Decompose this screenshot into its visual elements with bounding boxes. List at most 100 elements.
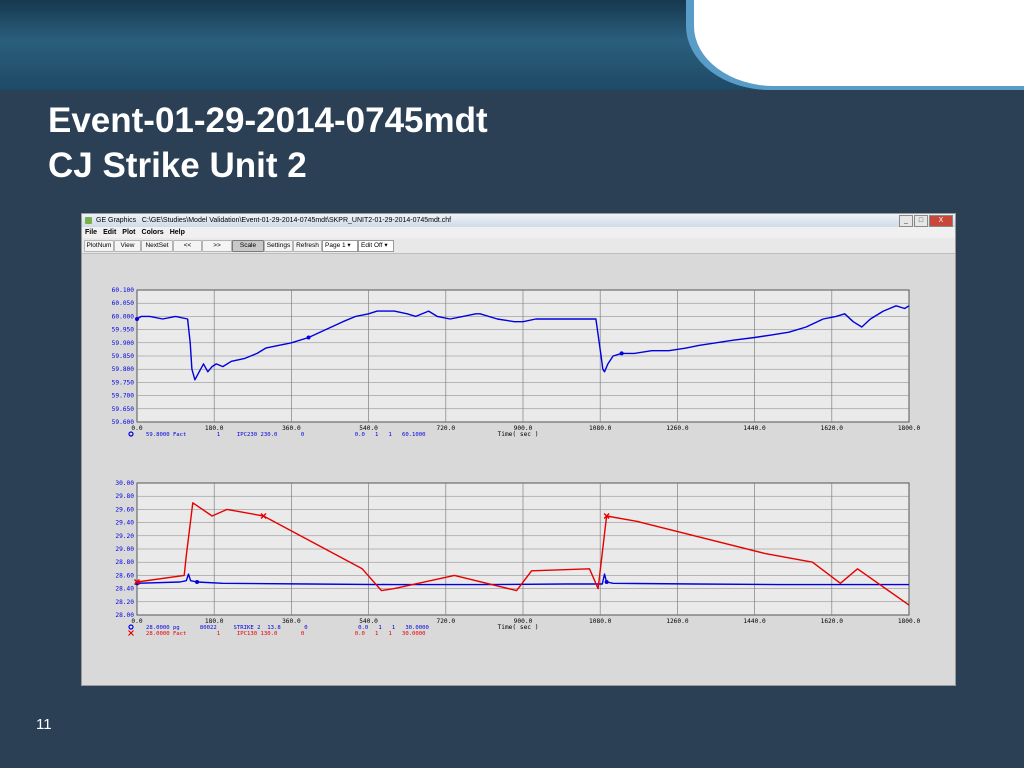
x-tick-label: 1800.0 <box>898 425 921 432</box>
legend-marker <box>128 630 134 636</box>
menu-plot[interactable]: Plot <box>122 229 136 236</box>
x-tick-label: 0.0 <box>131 618 142 625</box>
menu-colors[interactable]: Colors <box>141 229 164 236</box>
header-white-panel <box>694 0 1024 86</box>
y-tick-label: 60.100 <box>112 287 135 294</box>
y-tick-label: 59.600 <box>112 419 135 426</box>
x-tick-label: 1260.0 <box>666 618 689 625</box>
edit-select-value: Edit Off <box>361 242 383 249</box>
data-point <box>135 317 139 322</box>
y-tick-label: 28.40 <box>115 586 134 593</box>
x-tick-label: 1080.0 <box>589 618 612 625</box>
menu-help[interactable]: Help <box>169 229 185 236</box>
y-tick-label: 29.20 <box>115 533 134 540</box>
y-tick-label: 28.20 <box>115 599 134 606</box>
minimize-button[interactable]: _ <box>899 215 913 227</box>
x-tick-label: 180.0 <box>205 618 224 625</box>
series-line <box>136 305 910 381</box>
y-tick-label: 29.00 <box>115 546 134 553</box>
x-tick-label: 1620.0 <box>821 425 844 432</box>
plotnum-button[interactable]: PlotNum <box>84 240 114 252</box>
x-tick-label: 1800.0 <box>898 618 921 625</box>
window-title: GE Graphics C:\GE\Studies\Model Validati… <box>96 214 451 227</box>
x-tick-label: 1440.0 <box>743 425 766 432</box>
x-tick-label: 720.0 <box>436 618 455 625</box>
x-tick-label: 900.0 <box>514 618 533 625</box>
x-tick-label: 900.0 <box>514 425 533 432</box>
y-tick-label: 59.900 <box>112 340 135 347</box>
previous-button[interactable]: << <box>173 240 202 252</box>
maximize-button[interactable]: □ <box>914 215 928 227</box>
x-tick-label: 1620.0 <box>821 618 844 625</box>
x-tick-label: 1080.0 <box>589 425 612 432</box>
data-point <box>195 580 200 584</box>
window-titlebar[interactable]: GE Graphics C:\GE\Studies\Model Validati… <box>82 214 955 227</box>
data-point <box>604 580 609 584</box>
page-number: 11 <box>36 716 52 733</box>
data-point <box>260 513 267 519</box>
y-tick-label: 60.050 <box>112 300 135 307</box>
y-tick-label: 29.60 <box>115 506 134 513</box>
refresh-button[interactable]: Refresh <box>293 240 322 252</box>
x-tick-label: 1440.0 <box>743 618 766 625</box>
toolbar: PlotNum View NextSet << >> Scale Setting… <box>82 238 955 254</box>
x-tick-label: 360.0 <box>282 618 301 625</box>
x-tick-label: 720.0 <box>436 425 455 432</box>
x-axis-label: Time( sec ) <box>498 624 539 631</box>
data-point <box>619 351 624 356</box>
y-tick-label: 60.000 <box>112 313 135 320</box>
view-button[interactable]: View <box>114 240 141 252</box>
series-line <box>136 502 910 606</box>
y-tick-label: 30.00 <box>115 480 134 487</box>
chevron-down-icon: ▾ <box>384 242 388 249</box>
y-tick-label: 59.750 <box>112 379 135 386</box>
legend-marker <box>128 431 134 437</box>
chevron-down-icon: ▾ <box>347 242 351 249</box>
app-name: GE Graphics <box>96 217 137 224</box>
app-window: GE Graphics C:\GE\Studies\Model Validati… <box>81 213 956 686</box>
legend-marker <box>128 624 134 630</box>
page-select[interactable]: Page 1 ▾ <box>322 240 358 252</box>
series-line <box>136 573 909 586</box>
next-button[interactable]: >> <box>202 240 232 252</box>
y-tick-label: 59.650 <box>112 406 135 413</box>
page-select-value: Page 1 <box>325 242 346 249</box>
file-path: C:\GE\Studies\Model Validation\Event-01-… <box>141 217 452 224</box>
app-icon <box>85 217 92 224</box>
menu-bar: File Edit Plot Colors Help <box>82 227 955 238</box>
x-tick-label: 360.0 <box>282 425 301 432</box>
x-tick-label: 540.0 <box>359 618 378 625</box>
y-tick-label: 29.40 <box>115 520 134 527</box>
x-tick-label: 1260.0 <box>666 425 689 432</box>
title-line-2: CJ Strike Unit 2 <box>48 146 307 185</box>
slide-title: Event-01-29-2014-0745mdt CJ Strike Unit … <box>48 98 488 188</box>
y-tick-label: 29.80 <box>115 493 134 500</box>
data-point <box>603 513 610 519</box>
legend-text: 28.0000 pg 80022 STRIKE 2 13.8 0 0.0 1 1… <box>146 625 429 631</box>
x-tick-label: 0.0 <box>131 425 142 432</box>
nextset-button[interactable]: NextSet <box>141 240 173 252</box>
data-point <box>134 579 140 585</box>
settings-button[interactable]: Settings <box>264 240 293 252</box>
x-tick-label: 540.0 <box>359 425 378 432</box>
edit-select[interactable]: Edit Off ▾ <box>358 240 394 252</box>
menu-edit[interactable]: Edit <box>103 229 117 236</box>
scale-button[interactable]: Scale <box>232 240 264 252</box>
y-tick-label: 59.950 <box>112 327 135 334</box>
plot-canvas: 0.0 180.0 360.0 540.0 720.0 900.0 1080.0 1260.0… <box>82 254 955 685</box>
y-tick-label: 28.60 <box>115 572 134 579</box>
y-tick-label: 28.80 <box>115 559 134 566</box>
legend-text: 59.8000 Fact 1 IPC230 230.0 0 0.0 1 1 60… <box>146 432 426 438</box>
y-tick-label: 28.00 <box>115 612 134 619</box>
y-tick-label: 59.800 <box>112 366 135 373</box>
title-line-1: Event-01-29-2014-0745mdt <box>48 101 488 140</box>
menu-file[interactable]: File <box>85 229 98 236</box>
legend-text: 28.0000 Fact 1 IPC130 130.0 0 0.0 1 1 30… <box>146 631 426 637</box>
y-tick-label: 59.700 <box>112 393 135 400</box>
x-tick-label: 180.0 <box>205 425 224 432</box>
data-point <box>306 335 311 340</box>
plots-svg: 0.0 180.0 360.0 540.0 720.0 900.0 1080.0 1260.0… <box>112 287 921 637</box>
close-button[interactable]: X <box>929 215 953 227</box>
x-axis-label: Time( sec ) <box>498 431 539 438</box>
y-tick-label: 59.850 <box>112 353 135 360</box>
